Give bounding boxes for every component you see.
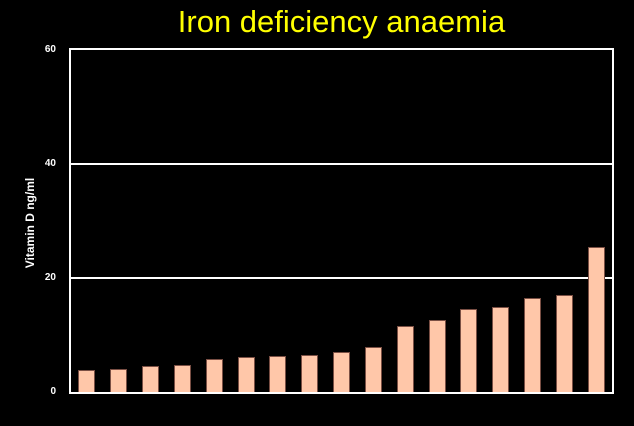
bar-slot-16: [548, 50, 580, 392]
bar-16: [555, 295, 573, 392]
bar-slot-8: [294, 50, 326, 392]
bar-10: [364, 346, 382, 392]
bar-slot-3: [135, 50, 167, 392]
gridline-20: [71, 277, 612, 279]
y-tick-label-60: 60: [44, 44, 56, 55]
y-axis-label: Vitamin D ng/ml: [23, 177, 37, 269]
bar-11: [396, 325, 414, 392]
bar-13: [460, 309, 478, 392]
bar-15: [524, 297, 541, 392]
bar-slot-1: [71, 50, 103, 392]
bar-14: [492, 306, 510, 392]
bar-slot-6: [230, 50, 262, 392]
bar-slot-11: [389, 50, 421, 392]
y-tick-label-20: 20: [44, 272, 56, 283]
bar-6: [237, 356, 255, 392]
bar-slot-10: [357, 50, 389, 392]
bar-8: [301, 354, 319, 392]
bar-4: [173, 364, 191, 392]
y-tick-label-40: 40: [44, 158, 56, 169]
bar-slot-17: [580, 50, 612, 392]
bar-slot-5: [198, 50, 230, 392]
bar-slot-13: [453, 50, 485, 392]
bar-17: [587, 247, 605, 392]
plot-area: [69, 48, 614, 394]
bar-7: [269, 355, 287, 392]
bar-slot-2: [103, 50, 135, 392]
bar-slot-14: [485, 50, 517, 392]
bar-12: [428, 319, 446, 392]
bar-5: [205, 358, 223, 392]
bar-series: [71, 50, 612, 392]
bar-slot-9: [326, 50, 358, 392]
bar-3: [142, 365, 160, 392]
chart-title: Iron deficiency anaemia: [177, 4, 506, 39]
bar-2: [110, 369, 128, 392]
bar-slot-4: [166, 50, 198, 392]
bar-1: [78, 369, 96, 392]
bar-slot-7: [262, 50, 294, 392]
bar-slot-15: [517, 50, 549, 392]
bar-9: [333, 352, 351, 392]
y-tick-label-0: 0: [50, 386, 56, 397]
gridline-40: [71, 163, 612, 165]
bar-slot-12: [421, 50, 453, 392]
